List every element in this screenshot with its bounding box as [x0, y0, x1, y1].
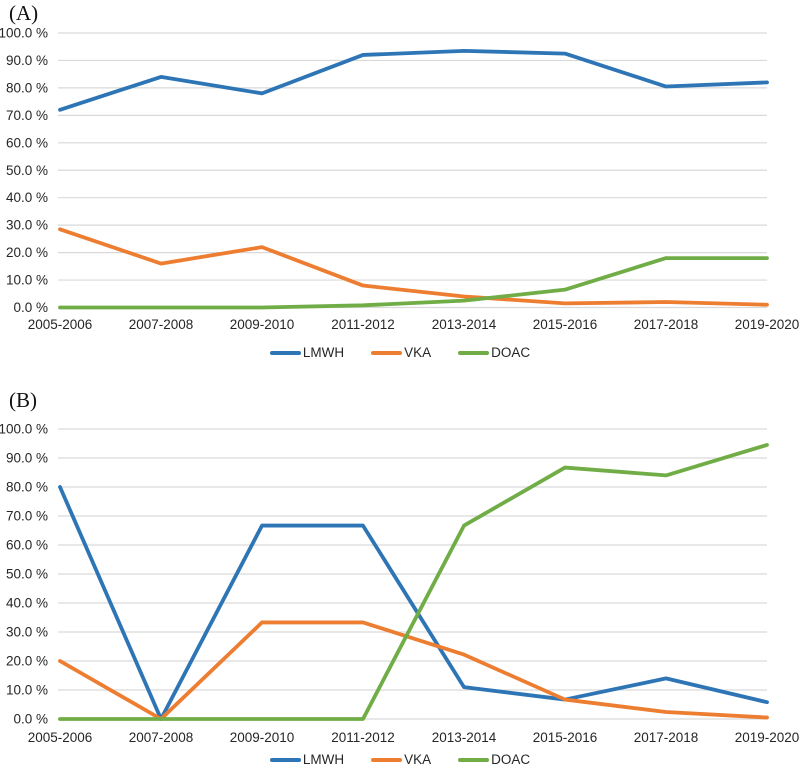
x-tick-label: 2019-2020 — [735, 317, 800, 332]
legend-label: LMWH — [302, 752, 345, 767]
y-tick-label: 30.0 % — [6, 218, 48, 233]
y-tick-label: 70.0 % — [6, 108, 48, 123]
y-tick-label: 100.0 % — [0, 26, 48, 41]
legend-item-LMWH: LMWH — [269, 752, 345, 767]
y-tick-label: 60.0 % — [6, 538, 48, 553]
x-tick-label: 2005-2006 — [28, 730, 93, 745]
series-line-VKA — [58, 620, 769, 721]
panel-b: (B) 0.0 % 10.0 % 20.0 % 30.0 % 40.0 % 50.0 % 6… — [0, 385, 800, 770]
legend-swatch-DOAC — [458, 757, 490, 762]
y-tick-label: 80.0 % — [6, 80, 48, 95]
x-tick-label: 2019-2020 — [735, 730, 800, 745]
legend-swatch-VKA — [371, 757, 403, 762]
y-tick-label: 0.0 % — [13, 300, 48, 315]
y-tick-label: 90.0 % — [6, 451, 48, 466]
x-tick-label: 2013-2014 — [432, 730, 497, 745]
chart-a-plot: 0.0 % 10.0 % 20.0 % 30.0 % 40.0 % 50.0 % 60.0 … — [0, 26, 800, 333]
legend-swatch-LMWH — [269, 757, 301, 762]
x-tick-label: 2011-2012 — [331, 317, 395, 332]
y-tick-label: 10.0 % — [6, 273, 48, 288]
legend-item-DOAC: DOAC — [458, 752, 530, 767]
legend-swatch-LMWH — [269, 350, 301, 355]
legend-item-VKA: VKA — [371, 752, 431, 767]
series-line-VKA — [58, 227, 769, 307]
legend-label: VKA — [404, 752, 432, 767]
y-tick-label: 60.0 % — [6, 135, 48, 150]
series-line-DOAC — [58, 443, 769, 721]
chart-a-legend: LMWH VKA DOAC — [0, 345, 800, 360]
panel-a-label: (A) — [9, 1, 39, 25]
y-tick-label: 100.0 % — [0, 422, 48, 437]
y-tick-label: 40.0 % — [6, 596, 48, 611]
x-tick-label: 2017-2018 — [634, 730, 699, 745]
y-tick-label: 90.0 % — [6, 53, 48, 68]
y-tick-label: 80.0 % — [6, 480, 48, 495]
legend-label: LMWH — [302, 345, 345, 360]
y-tick-label: 20.0 % — [6, 245, 48, 260]
chart-b-plot: 0.0 % 10.0 % 20.0 % 30.0 % 40.0 % 50.0 % 60.0 … — [0, 422, 800, 746]
panel-a: (A) 0.0 % 10.0 % 20.0 % 30.0 % 40.0 % 50.0 % 6… — [0, 1, 800, 360]
legend-swatch-DOAC — [458, 350, 490, 355]
legend-swatch-VKA — [371, 350, 403, 355]
legend-item-DOAC: DOAC — [458, 345, 530, 360]
x-tick-label: 2009-2010 — [230, 317, 295, 332]
y-tick-label: 30.0 % — [6, 625, 48, 640]
y-tick-label: 50.0 % — [6, 567, 48, 582]
x-tick-label: 2015-2016 — [533, 317, 598, 332]
series-line-LMWH — [58, 485, 769, 721]
legend-label: DOAC — [491, 345, 531, 360]
x-tick-label: 2015-2016 — [533, 730, 598, 745]
y-tick-label: 70.0 % — [6, 509, 48, 524]
x-tick-label: 2009-2010 — [230, 730, 295, 745]
y-tick-label: 40.0 % — [6, 190, 48, 205]
x-tick-label: 2005-2006 — [28, 317, 93, 332]
chart-b-legend: LMWH VKA DOAC — [0, 752, 800, 767]
legend-label: VKA — [404, 345, 432, 360]
panel-b-label: (B) — [9, 388, 37, 412]
legend-item-VKA: VKA — [371, 345, 431, 360]
legend-label: DOAC — [491, 752, 531, 767]
x-tick-label: 2007-2008 — [129, 317, 194, 332]
x-tick-label: 2007-2008 — [129, 730, 194, 745]
y-tick-label: 50.0 % — [6, 163, 48, 178]
series-line-LMWH — [58, 48, 769, 112]
x-tick-label: 2017-2018 — [634, 317, 699, 332]
y-tick-label: 20.0 % — [6, 654, 48, 669]
x-tick-label: 2011-2012 — [331, 730, 395, 745]
y-tick-label: 0.0 % — [13, 712, 48, 727]
series-line-DOAC — [58, 256, 769, 310]
x-tick-label: 2013-2014 — [432, 317, 497, 332]
legend-item-LMWH: LMWH — [269, 345, 345, 360]
y-tick-label: 10.0 % — [6, 683, 48, 698]
